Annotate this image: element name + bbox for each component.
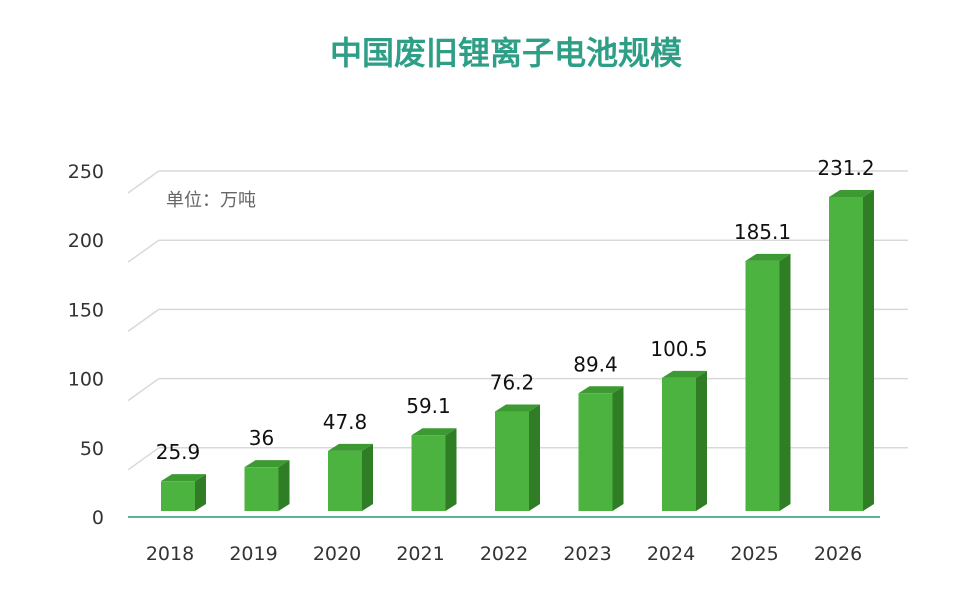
bar-front	[161, 481, 195, 511]
bar-top	[578, 386, 624, 394]
x-axis: 2018 2019 2020 2021 2022 2023 2024 2025 2026	[128, 516, 880, 565]
bar-2023: 89.4	[573, 352, 624, 511]
bar-side	[612, 386, 624, 511]
bar-front	[745, 260, 780, 511]
y-tick-label: 200	[68, 230, 104, 252]
bar-2021: 59.1	[406, 394, 457, 511]
bar-top	[662, 370, 707, 378]
x-tick-label: 2025	[730, 543, 778, 565]
x-tick-label: 2021	[396, 543, 444, 565]
bar-2019: 36	[244, 426, 290, 511]
bar-side	[529, 404, 540, 511]
data-label: 36	[249, 426, 274, 450]
bar-front	[829, 197, 863, 511]
bar-top	[495, 404, 540, 412]
bar-top	[829, 190, 874, 198]
bar-side	[445, 428, 457, 511]
bar-top	[328, 443, 373, 451]
bar-front	[495, 411, 529, 511]
data-label: 89.4	[573, 352, 618, 376]
x-tick-label: 2024	[647, 543, 695, 565]
data-label: 185.1	[734, 220, 791, 244]
bar-front	[662, 377, 696, 511]
bar-side	[696, 370, 707, 511]
bar-front	[244, 467, 279, 511]
y-axis: 0 50 100 150 200 250	[68, 161, 104, 529]
bar-2018: 25.9	[156, 440, 206, 511]
bar-front	[578, 393, 613, 511]
bar-front	[328, 450, 362, 511]
y-tick-label: 0	[92, 507, 104, 529]
y-tick-label: 150	[68, 299, 104, 321]
x-tick-label: 2026	[814, 543, 862, 565]
gridline-slant	[127, 239, 160, 263]
data-label: 59.1	[406, 394, 451, 418]
data-label: 47.8	[323, 410, 368, 434]
x-tick-label: 2018	[146, 543, 194, 565]
bars: 25.9 36 47.8 59.1 76.2 89.4 100.5 185.1 231.2	[156, 156, 875, 511]
bar-2024: 100.5	[650, 337, 708, 511]
x-tick-label: 2023	[563, 543, 611, 565]
bar-side	[863, 190, 874, 511]
data-label: 231.2	[817, 156, 874, 180]
bar-top	[745, 253, 791, 261]
chart-title: 中国废旧锂离子电池规模	[330, 34, 682, 72]
bar-top	[161, 474, 206, 482]
unit-label: 单位：万吨	[166, 190, 256, 211]
y-tick-label: 250	[68, 161, 104, 183]
bar-2020: 47.8	[323, 410, 373, 511]
bar-side	[195, 474, 206, 511]
bar-top	[244, 460, 290, 468]
x-tick-label: 2020	[313, 543, 361, 565]
x-tick-label: 2019	[229, 543, 277, 565]
bar-2022: 76.2	[490, 371, 540, 511]
gridline-slant	[127, 447, 160, 471]
bar-side	[278, 460, 290, 511]
gridline-slant	[127, 170, 160, 194]
gridline-slant	[127, 308, 160, 333]
y-tick-label: 50	[80, 438, 104, 460]
data-label: 25.9	[156, 440, 201, 464]
data-label: 76.2	[490, 371, 535, 395]
bar-side	[779, 253, 791, 511]
data-label: 100.5	[650, 337, 707, 361]
bar-top	[411, 428, 457, 436]
gridline-slant	[127, 377, 160, 402]
y-tick-label: 100	[68, 369, 104, 391]
bar-2025: 185.1	[734, 220, 791, 511]
x-tick-label: 2022	[480, 543, 528, 565]
bar-2026: 231.2	[817, 156, 875, 511]
bar-front	[411, 435, 446, 511]
bar-side	[362, 443, 373, 511]
